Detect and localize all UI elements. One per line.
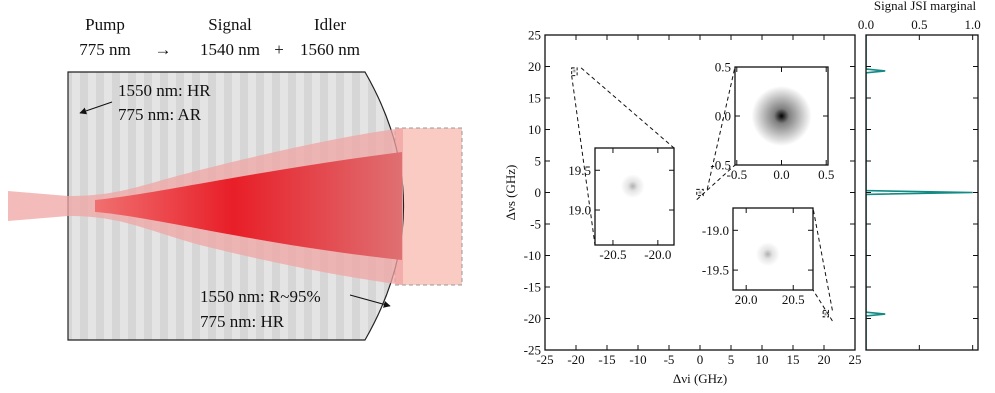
y-tick-label: -20 [524,311,541,326]
x-tick-label: -0.5 [726,167,747,182]
zoom-link [812,207,833,311]
wavelength: 1540 nm [200,40,260,59]
x-tick-label: 0.5 [911,17,927,32]
x-tick-label: 0.0 [858,17,874,32]
x-tick-label: -25 [536,352,553,367]
zoom-box [822,309,829,318]
arrow [349,294,391,308]
y-tick-label: -5 [530,217,541,232]
mirror-spec: 1550 nm: R~95% [200,287,321,306]
frame [732,207,814,291]
jsi-spot [571,68,577,74]
y-tick-label: -19.5 [702,263,729,278]
y-tick-label: 0.5 [715,60,731,75]
jsi-spot [755,242,780,267]
x-tick-label: 20.5 [782,292,805,307]
zoom-link [571,75,596,246]
x-tick-label: -15 [598,352,615,367]
label: Pump [85,15,125,34]
mirror-spec: 1550 nm: HR [118,81,211,100]
operator: → [155,40,172,59]
plot-marks [751,86,812,146]
plot-marks [571,68,828,317]
y-tick-label: 20 [528,59,541,74]
marginal-line [866,35,973,350]
y-tick-label: -15 [524,280,541,295]
x-tick-label: -10 [629,352,646,367]
x-tick-label: 0 [697,352,704,367]
mirror-spec: 775 nm: HR [200,312,285,331]
y-tick-label: -10 [524,248,541,263]
plot-marks [755,242,780,267]
y-tick-label: 19.0 [568,203,591,218]
jsi-spot [620,174,645,199]
output-beam [394,127,463,286]
y-tick-label: 25 [528,28,541,43]
x-tick-label: 0.0 [773,167,789,182]
y-tick-label: 0.0 [715,109,731,124]
x-axis-label: Signal JSI marginal [874,0,977,13]
zoom-box [696,188,704,197]
plot-marks [866,35,973,350]
y-tick-label: -25 [524,343,541,358]
wavelength: 1560 nm [300,40,360,59]
jsi-spot [697,190,703,195]
y-axis-label: Δνs (GHz) [503,165,518,221]
y-tick-label: 19.5 [568,163,591,178]
y-tick-label: -0.5 [710,158,731,173]
jsi-spot [822,311,828,317]
plot-marks [620,174,645,199]
frame [594,147,675,246]
x-tick-label: -20.0 [644,247,671,262]
y-tick-label: 10 [528,122,541,137]
x-tick-label: 20 [818,352,831,367]
arrow [79,101,113,115]
x-tick-label: 5 [728,352,735,367]
operator: + [274,40,284,59]
x-tick-label: 20.0 [735,292,758,307]
y-tick-label: -19.0 [702,223,729,238]
label: Idler [314,15,346,34]
x-axis-label: Δνi (GHz) [673,371,727,386]
zoom-link [812,289,833,322]
x-tick-label: 15 [787,352,800,367]
jsi-spot [751,86,812,146]
x-tick-label: 25 [849,352,862,367]
x-tick-label: -20 [567,352,584,367]
x-tick-label: 1.0 [965,17,981,32]
x-tick-label: -20.5 [599,247,626,262]
x-tick-label: -5 [664,352,675,367]
x-tick-label: 10 [756,352,769,367]
cavity-diagram: Pump Signal Idler 775 nm → 1540 nm + 156… [8,15,463,341]
y-tick-label: 0 [535,185,542,200]
x-tick-label: 0.5 [818,167,834,182]
mirror-spec: 775 nm: AR [118,105,202,124]
zoom-link [696,164,736,201]
label: Signal [208,15,252,34]
wavelength: 775 nm [79,40,130,59]
signal-beam [95,152,402,260]
y-tick-label: 5 [535,154,542,169]
zoom-box [571,67,578,77]
y-tick-label: 15 [528,91,541,106]
